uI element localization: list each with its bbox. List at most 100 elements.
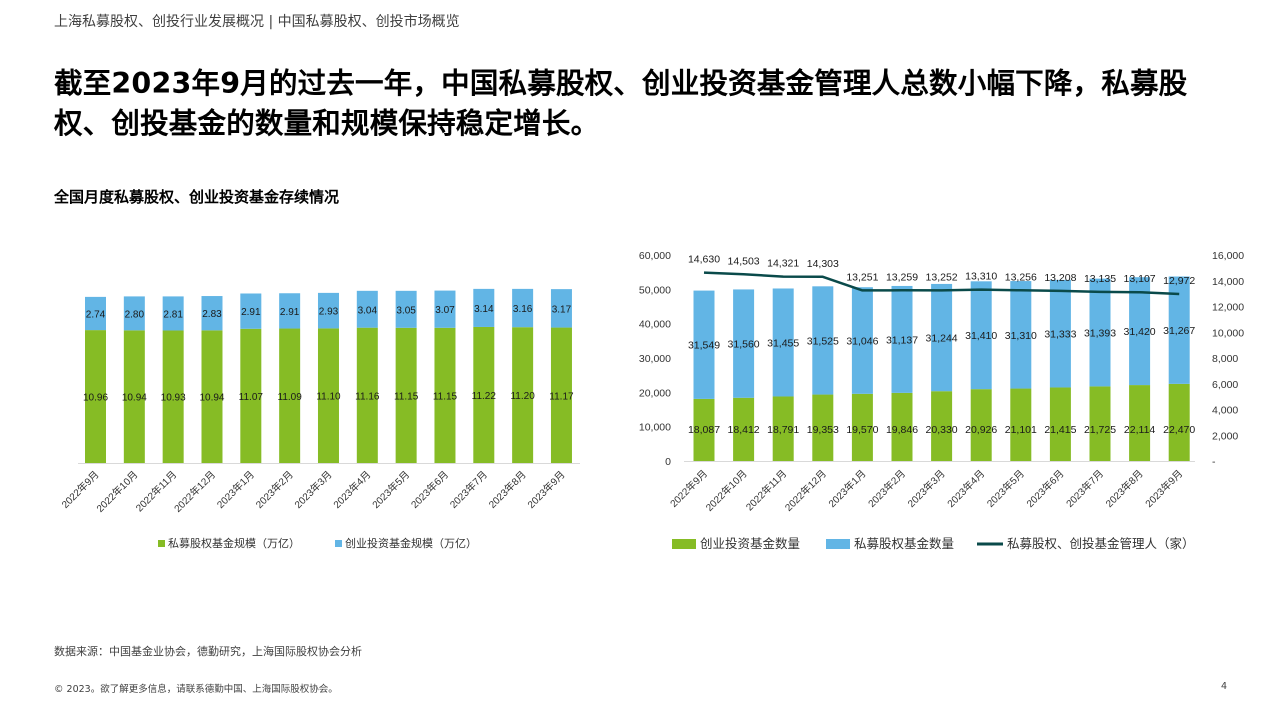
line-point-label: 13,310 xyxy=(965,271,997,283)
legend-label-vc-count: 创业投资基金数量 xyxy=(700,536,800,551)
chart-section-subtitle: 全国月度私募股权、创业投资基金存续情况 xyxy=(54,188,340,206)
green-bar-label: 18,791 xyxy=(767,424,799,436)
green-bar xyxy=(473,326,495,463)
blue-bar xyxy=(550,289,572,328)
blue-bar xyxy=(123,296,145,331)
x-tick-label: 2023年6月 xyxy=(1024,467,1067,510)
green-bar xyxy=(279,328,301,463)
line-point-label: 14,321 xyxy=(767,258,799,270)
blue-bar xyxy=(1168,276,1190,384)
y-right-tick-label: 14,000 xyxy=(1212,276,1244,288)
green-bar xyxy=(1129,385,1151,461)
line-point-label: 13,256 xyxy=(1005,271,1037,283)
blue-bar-label: 31,549 xyxy=(688,340,720,352)
blue-bar-label: 3.16 xyxy=(513,304,533,315)
line-point-label: 13,252 xyxy=(926,271,958,283)
green-bar-label: 11.15 xyxy=(433,391,458,402)
green-bar xyxy=(395,327,417,463)
green-bar xyxy=(512,327,534,463)
legend-label-managers: 私募股权、创投基金管理人（家） xyxy=(1007,536,1195,551)
line-point-label: 13,107 xyxy=(1124,273,1156,285)
x-tick-label: 2023年1月 xyxy=(826,467,869,510)
blue-bar-label: 2.91 xyxy=(241,307,261,318)
line-point-label: 14,630 xyxy=(688,254,720,266)
green-bar xyxy=(851,393,873,461)
blue-bar-label: 31,393 xyxy=(1084,328,1116,340)
blue-bar-label: 2.91 xyxy=(280,307,300,318)
green-bar-label: 19,353 xyxy=(807,424,839,436)
legend-swatch-vc-size xyxy=(335,540,342,547)
blue-bar-label: 31,244 xyxy=(926,333,958,345)
green-bar-label: 10.96 xyxy=(83,393,108,404)
green-bar xyxy=(931,391,953,461)
y-left-tick-label: 0 xyxy=(665,456,671,468)
blue-bar xyxy=(851,287,873,394)
blue-bar xyxy=(473,288,495,327)
blue-bar xyxy=(812,286,834,395)
green-bar-label: 11.16 xyxy=(355,391,380,402)
x-tick-label: 2023年2月 xyxy=(865,467,908,510)
green-bar xyxy=(240,328,262,463)
green-bar xyxy=(85,330,106,463)
x-tick-label: 2022年9月 xyxy=(667,467,710,510)
green-bar-label: 21,101 xyxy=(1005,424,1037,436)
blue-bar xyxy=(1010,281,1032,389)
x-tick-label: 2023年9月 xyxy=(1142,467,1185,510)
green-bar-label: 18,087 xyxy=(688,424,720,436)
green-bar xyxy=(1089,386,1111,461)
blue-bar-label: 2.81 xyxy=(163,309,183,320)
y-right-tick-label: 4,000 xyxy=(1212,405,1238,417)
green-bar-label: 19,846 xyxy=(886,424,918,436)
blue-bar-label: 2.83 xyxy=(202,309,222,320)
green-bar-label: 11.22 xyxy=(472,391,497,402)
blue-bar-label: 2.74 xyxy=(86,309,106,320)
blue-bar xyxy=(1049,279,1071,388)
blue-bar xyxy=(970,281,992,390)
legend-label-pe-size: 私募股权基金规模（万亿） xyxy=(168,536,300,550)
green-bar xyxy=(1049,387,1071,461)
blue-bar xyxy=(772,288,794,397)
blue-bar xyxy=(317,292,339,329)
green-bar xyxy=(317,328,339,463)
blue-bar xyxy=(931,283,953,392)
blue-bar-label: 2.93 xyxy=(319,307,339,318)
x-tick-label: 2023年3月 xyxy=(905,467,948,510)
blue-bar-label: 31,525 xyxy=(807,335,839,347)
green-bar-label: 11.09 xyxy=(278,392,303,403)
green-bar-label: 10.94 xyxy=(122,393,147,404)
blue-bar xyxy=(85,296,106,331)
x-tick-label: 2023年5月 xyxy=(984,467,1027,510)
green-bar xyxy=(693,398,715,461)
y-right-tick-label: - xyxy=(1212,456,1216,468)
line-point-label: 13,251 xyxy=(846,271,878,283)
blue-bar-label: 3.05 xyxy=(396,305,416,316)
green-bar-label: 19,570 xyxy=(846,424,878,436)
blue-bar-label: 31,310 xyxy=(1005,330,1037,342)
green-bar xyxy=(356,327,378,463)
y-right-tick-label: 12,000 xyxy=(1212,302,1244,314)
legend-swatch-pe-size xyxy=(158,540,165,547)
green-bar xyxy=(812,394,834,461)
green-bar-label: 21,725 xyxy=(1084,424,1116,436)
blue-bar xyxy=(512,288,534,328)
y-right-tick-label: 16,000 xyxy=(1212,250,1244,262)
y-left-tick-label: 40,000 xyxy=(639,319,671,331)
blue-bar xyxy=(201,296,223,331)
blue-bar-label: 31,333 xyxy=(1044,329,1076,341)
green-bar-label: 11.10 xyxy=(316,392,341,403)
legend-swatch-vc-count xyxy=(672,539,696,549)
x-tick-label: 2022年10月 xyxy=(703,467,750,514)
green-bar xyxy=(733,397,755,461)
blue-bar xyxy=(356,290,378,328)
managers-line xyxy=(703,271,1180,296)
blue-bar xyxy=(693,290,715,399)
blue-bar xyxy=(395,290,417,328)
blue-bar-label: 3.17 xyxy=(552,304,572,315)
legend-label-vc-size: 创业投资基金规模（万亿） xyxy=(345,536,477,550)
y-left-tick-label: 30,000 xyxy=(639,353,671,365)
legend-label-pe-count: 私募股权基金数量 xyxy=(854,536,954,551)
line-point-label: 12,972 xyxy=(1163,275,1195,287)
blue-bar-label: 3.14 xyxy=(474,304,494,315)
blue-bar-label: 2.80 xyxy=(125,309,145,320)
